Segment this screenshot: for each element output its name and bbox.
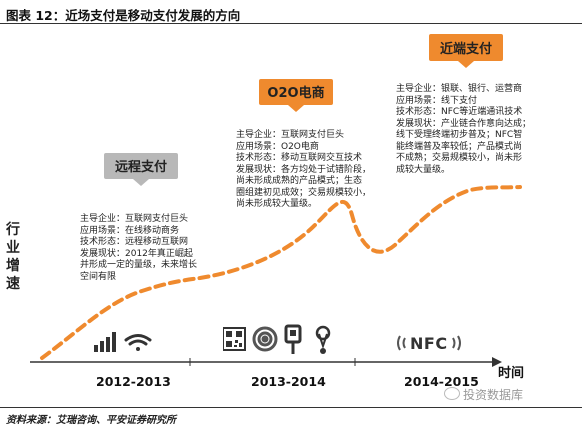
y-axis-label-char: 增	[6, 258, 20, 274]
callout-line: 尚未形成较大量级。	[236, 199, 318, 209]
wechat-icon	[444, 387, 460, 400]
callout-line: 圈组建初见成效；交易规模较小，	[236, 187, 372, 198]
callout-line: 不成熟；交易规模较小，尚未形	[396, 153, 523, 163]
nfc-icon: NFC	[396, 331, 462, 355]
stage-badge-nearfield: 近端支付	[429, 34, 503, 68]
period-label: 2014-2015	[404, 374, 479, 389]
stage-badge-label: 近端支付	[440, 41, 492, 57]
location-pin-icon	[315, 325, 331, 354]
callout-line: 技术形态：NFC等近端通讯技术	[396, 107, 523, 117]
y-axis-label-char: 行	[6, 222, 20, 238]
watermark: 投资数据库	[444, 386, 523, 403]
callout-line: 线下受理终端初步普及；NFC智	[396, 130, 523, 140]
callout-line: 发展现状：各方均处于试错阶段，	[236, 164, 372, 175]
x-axis-arrow	[492, 357, 502, 367]
stage-badge-label: O2O电商	[267, 85, 324, 101]
title-rule	[0, 23, 582, 24]
callout-line: 并形成一定的量级，未来增长	[80, 260, 198, 270]
callout-line: 成较大量级。	[396, 164, 451, 175]
period-label: 2012-2013	[96, 374, 171, 389]
callout-line: 技术形态：移动互联网交互技术	[236, 153, 363, 163]
beacon-icon	[284, 324, 302, 354]
x-axis-label: 时间	[498, 366, 525, 381]
callout-line: 主导企业：银联、银行、运营商	[396, 84, 523, 94]
stage-icons-o2o	[223, 324, 331, 354]
figure-title: 图表 12：近场支付是移动支付发展的方向	[6, 8, 241, 23]
watermark-text: 投资数据库	[463, 388, 524, 402]
sound-wave-icon	[252, 326, 278, 352]
period-label: 2013-2014	[251, 374, 326, 389]
qr-code-icon	[223, 327, 246, 351]
stage-badge-label: 远程支付	[115, 159, 167, 175]
y-axis-label-char: 业	[6, 240, 20, 256]
signal-bars-icon	[94, 332, 116, 352]
source-rule	[0, 407, 582, 408]
callout-line: 发展现状：产业链合作意向达成；	[396, 118, 532, 129]
callout-line: 能终端普及率较低；产品模式尚	[396, 141, 523, 152]
nfc-waves-icon	[397, 335, 406, 351]
nfc-label: NFC	[410, 333, 448, 353]
wifi-icon	[124, 334, 152, 351]
callout-line: 技术形态：远程移动互联网	[80, 237, 189, 247]
callout-line: 尚未形成成熟的产品模式；生态	[236, 176, 363, 186]
growth-curve	[40, 185, 522, 360]
callout-line: 主导企业：互联网支付巨头	[80, 214, 189, 224]
stage-callout-nearfield: 主导企业：银联、银行、运营商 应用场景：线下支付 技术形态：NFC等近端通讯技术…	[396, 84, 531, 176]
stage-badge-remote: 远程支付	[104, 153, 178, 186]
nfc-waves-icon	[451, 335, 461, 351]
y-axis-label-char: 速	[6, 276, 20, 292]
callout-line: 应用场景：在线移动商务	[80, 225, 180, 236]
callout-line: 空间有限	[80, 271, 117, 282]
callout-line: 应用场景：线下支付	[396, 95, 478, 106]
callout-line: 应用场景：O2O电商	[236, 141, 319, 152]
stage-icons-remote	[94, 332, 152, 352]
source-note: 资料来源：艾瑞咨询、平安证券研究所	[6, 415, 176, 426]
callout-line: 主导企业：互联网支付巨头	[236, 130, 345, 140]
stage-callout-o2o: 主导企业：互联网支付巨头 应用场景：O2O电商 技术形态：移动互联网交互技术 发…	[236, 130, 371, 211]
stage-callout-remote: 主导企业：互联网支付巨头 应用场景：在线移动商务 技术形态：远程移动互联网 发展…	[80, 214, 197, 283]
callout-line: 发展现状：2012年真正崛起	[80, 248, 193, 259]
stage-badge-o2o: O2O电商	[259, 79, 333, 112]
